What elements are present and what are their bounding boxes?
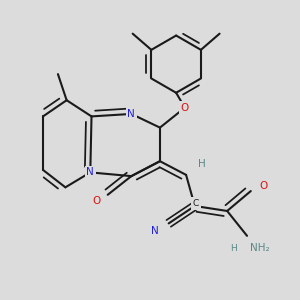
Text: NH₂: NH₂ xyxy=(250,243,269,253)
Text: H: H xyxy=(198,159,206,169)
Text: C: C xyxy=(193,199,199,208)
Text: H: H xyxy=(230,244,237,253)
Text: O: O xyxy=(92,196,101,206)
Text: O: O xyxy=(259,181,267,191)
Text: N: N xyxy=(86,167,94,177)
Text: N: N xyxy=(151,226,159,236)
Text: N: N xyxy=(128,109,135,119)
Text: O: O xyxy=(181,103,189,113)
